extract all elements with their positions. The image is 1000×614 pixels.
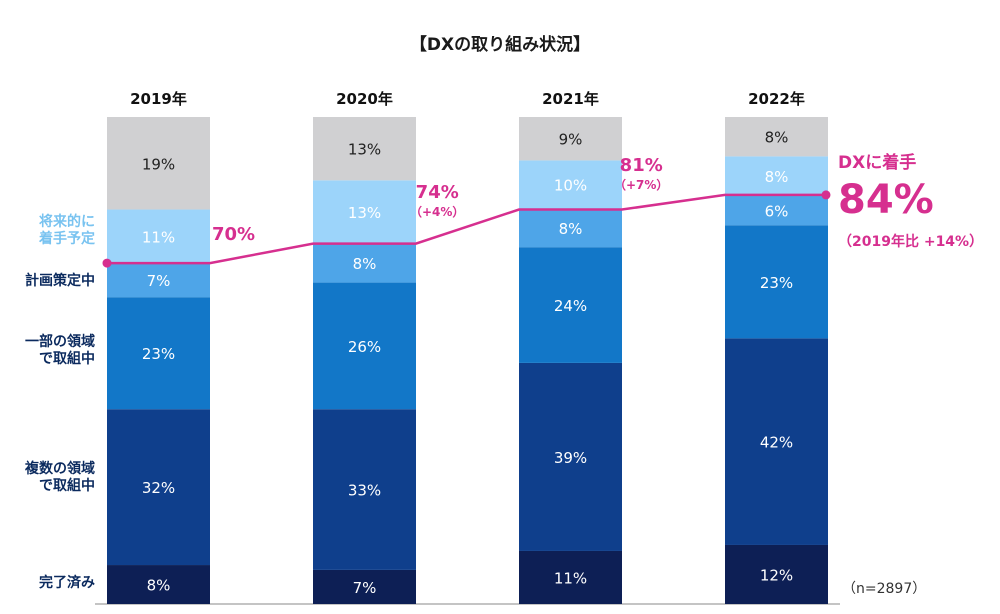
data-label-none: 13% xyxy=(348,141,381,159)
dx-title: DXに着手 xyxy=(838,153,917,173)
bar-segment-partial xyxy=(519,247,622,363)
dx-line xyxy=(107,193,826,265)
category-label-planned: 将来的に 着手予定 xyxy=(0,214,95,248)
line-point-start xyxy=(102,258,112,268)
bar-segment-planned xyxy=(313,180,416,244)
sample-size-note: （n=2897） xyxy=(842,581,927,597)
data-label-planning: 8% xyxy=(353,255,377,273)
dx-summary: DXに着手 84% （2019年比 +14%） xyxy=(838,148,983,251)
data-label-partial: 24% xyxy=(554,297,587,315)
bar-segment-none xyxy=(725,117,828,157)
category-label-multiple: 複数の領域 で取組中 xyxy=(0,461,95,495)
bar-segment-planning xyxy=(313,243,416,283)
data-label-done: 8% xyxy=(147,577,171,595)
data-label-partial: 23% xyxy=(142,345,175,363)
bar-segment-none xyxy=(313,117,416,181)
year-label: 2021年 xyxy=(542,90,599,108)
dx-value: 84% xyxy=(838,177,934,223)
bar-segment-done xyxy=(725,544,828,604)
bar-segment-done xyxy=(313,569,416,604)
bar-segment-multiple xyxy=(725,338,828,545)
category-label-line: で取組中 xyxy=(39,351,95,367)
bar-segment-none xyxy=(519,117,622,161)
line-label-2020: 74% （+4%） xyxy=(410,182,464,220)
line-label-2019: 70% xyxy=(212,224,255,245)
category-label-partial: 一部の領域 で取組中 xyxy=(0,334,95,368)
dx-note: （2019年比 +14%） xyxy=(838,234,984,250)
bar-segment-planned xyxy=(107,209,210,264)
data-label-planning: 7% xyxy=(147,272,171,290)
data-label-multiple: 42% xyxy=(760,434,793,452)
line-value-2021: 81% xyxy=(619,155,663,176)
bar-segment-done xyxy=(107,565,210,604)
data-label-done: 7% xyxy=(353,579,377,597)
category-label-line: で取組中 xyxy=(39,478,95,494)
line-point-end xyxy=(821,190,831,200)
line-value-2020: 74% xyxy=(415,182,459,203)
category-label-line: 一部の領域 xyxy=(25,334,95,350)
year-label: 2019年 xyxy=(130,90,187,108)
line-label-2021: 81% （+7%） xyxy=(614,155,668,193)
bar-segment-partial xyxy=(725,225,828,339)
chart-title: 【DXの取り組み状況】 xyxy=(409,35,591,55)
data-label-partial: 26% xyxy=(348,338,381,356)
bar-segment-none xyxy=(107,117,210,210)
bar-segment-multiple xyxy=(107,409,210,566)
data-label-planning: 8% xyxy=(559,220,583,238)
bar-segment-partial xyxy=(313,282,416,410)
bar-segment-multiple xyxy=(313,409,416,570)
bar-segment-multiple xyxy=(519,362,622,551)
data-label-done: 11% xyxy=(554,569,587,587)
data-label-planning: 6% xyxy=(765,202,789,220)
category-label-line: 将来的に xyxy=(39,214,95,230)
data-label-planned: 13% xyxy=(348,204,381,222)
data-label-done: 12% xyxy=(760,566,793,584)
bar-segment-planning xyxy=(519,208,622,248)
data-label-planned: 10% xyxy=(554,177,587,195)
bar-segment-done xyxy=(519,550,622,604)
data-label-multiple: 39% xyxy=(554,449,587,467)
category-label-line: 着手予定 xyxy=(39,231,95,247)
bar-segment-partial xyxy=(107,297,210,410)
bar-segment-planned xyxy=(725,156,828,196)
data-label-multiple: 32% xyxy=(142,479,175,497)
line-delta-2020: （+4%） xyxy=(410,205,465,219)
data-label-planned: 8% xyxy=(765,168,789,186)
line-delta-2021: （+7%） xyxy=(614,178,669,192)
bar-segment-planned xyxy=(519,160,622,209)
category-label-planning: 計画策定中 xyxy=(0,273,95,290)
category-label-line: 完了済み xyxy=(39,575,95,591)
category-label-line: 複数の領域 xyxy=(25,461,95,477)
category-label-line: 計画策定中 xyxy=(25,273,95,289)
category-label-done: 完了済み xyxy=(0,575,95,592)
data-label-multiple: 33% xyxy=(348,482,381,500)
data-label-none: 8% xyxy=(765,129,789,147)
data-label-partial: 23% xyxy=(760,274,793,292)
data-label-planned: 11% xyxy=(142,228,175,246)
year-label: 2022年 xyxy=(748,90,805,108)
line-value-2019: 70% xyxy=(212,224,256,245)
year-label: 2020年 xyxy=(336,90,393,108)
data-label-none: 9% xyxy=(559,131,583,149)
bar-segment-planning xyxy=(107,263,210,298)
bar-segment-planning xyxy=(725,195,828,226)
data-label-none: 19% xyxy=(142,155,175,173)
